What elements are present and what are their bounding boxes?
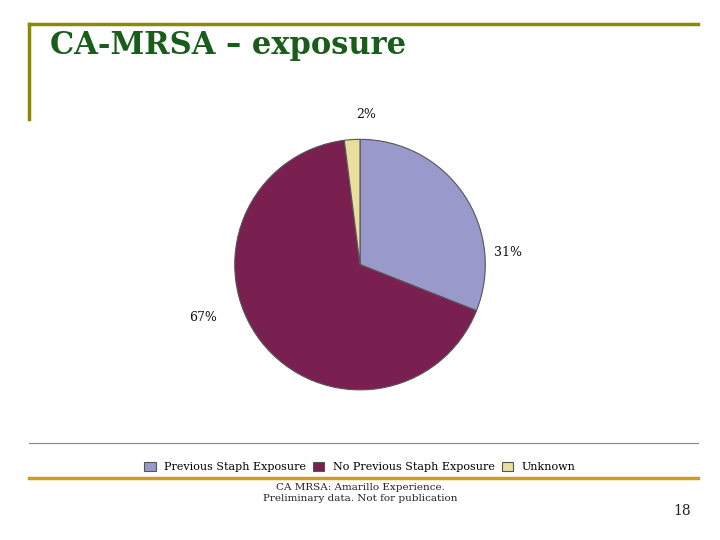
Text: CA MRSA: Amarillo Experience.
Preliminary data. Not for publication: CA MRSA: Amarillo Experience. Preliminar… [263,483,457,503]
Text: 18: 18 [674,504,691,518]
Text: 67%: 67% [189,310,217,323]
Wedge shape [344,139,360,265]
Text: 2%: 2% [356,108,377,121]
Wedge shape [360,139,485,310]
Text: 31%: 31% [494,246,522,259]
Text: CA-MRSA – exposure: CA-MRSA – exposure [50,30,407,60]
Wedge shape [235,140,477,390]
Legend: Previous Staph Exposure, No Previous Staph Exposure, Unknown: Previous Staph Exposure, No Previous Sta… [145,462,575,472]
